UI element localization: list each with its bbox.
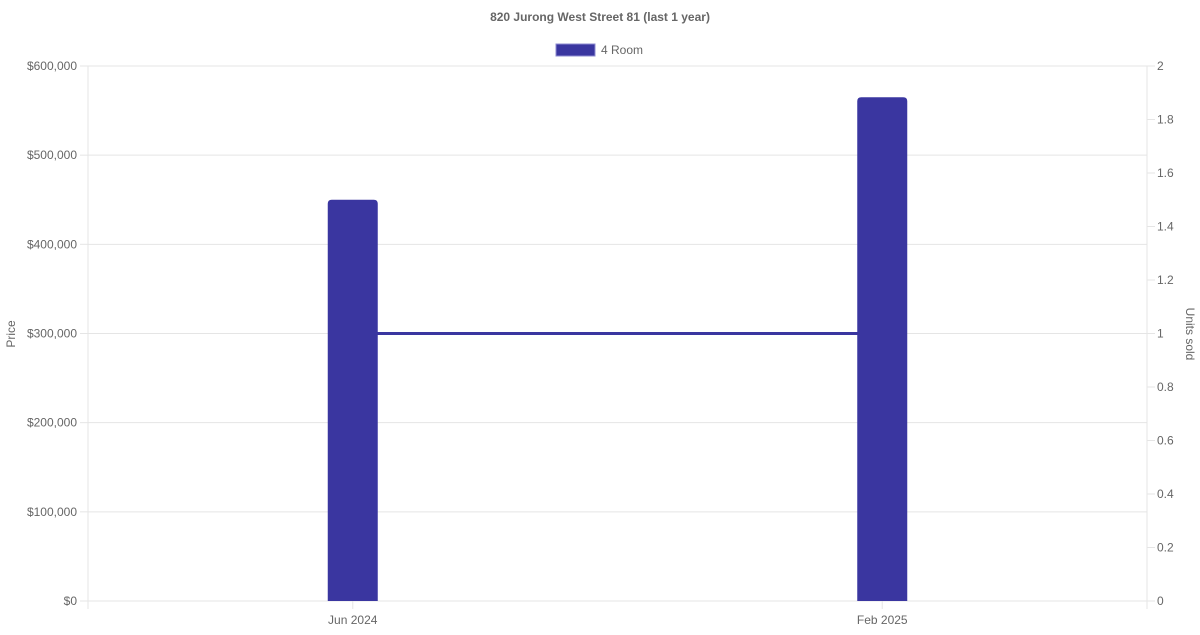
- y2-tick-label: 0.2: [1157, 541, 1174, 555]
- y2-tick-label: 0.4: [1157, 487, 1174, 501]
- y2-tick-label: 1: [1157, 327, 1164, 341]
- y2-tick-label: 1.4: [1157, 220, 1174, 234]
- y-axis-label: Price: [4, 320, 18, 348]
- x-tick-label: Feb 2025: [857, 613, 908, 627]
- chart-title: 820 Jurong West Street 81 (last 1 year): [490, 10, 710, 24]
- y2-tick-label: 1.2: [1157, 273, 1174, 287]
- y2-tick-label: 0: [1157, 594, 1164, 608]
- y-tick-label: $200,000: [27, 416, 77, 430]
- y2-tick-label: 2: [1157, 59, 1164, 73]
- x-tick-label: Jun 2024: [328, 613, 378, 627]
- y-tick-label: $300,000: [27, 327, 77, 341]
- legend-label: 4 Room: [601, 43, 643, 57]
- legend[interactable]: 4 Room: [555, 43, 643, 57]
- bar: [857, 97, 908, 601]
- y2-tick-label: 1.8: [1157, 113, 1174, 127]
- y-tick-label: $500,000: [27, 148, 77, 162]
- y2-tick-label: 1.6: [1157, 166, 1174, 180]
- y-tick-label: $400,000: [27, 237, 77, 251]
- y-tick-label: $0: [64, 594, 78, 608]
- y-tick-label: $100,000: [27, 505, 77, 519]
- y-tick-label: $600,000: [27, 59, 77, 73]
- y2-tick-label: 0.8: [1157, 380, 1174, 394]
- legend-swatch: [555, 43, 596, 57]
- y2-axis-label: Units sold: [1183, 308, 1197, 361]
- bar: [327, 199, 378, 601]
- y2-tick-label: 0.6: [1157, 434, 1174, 448]
